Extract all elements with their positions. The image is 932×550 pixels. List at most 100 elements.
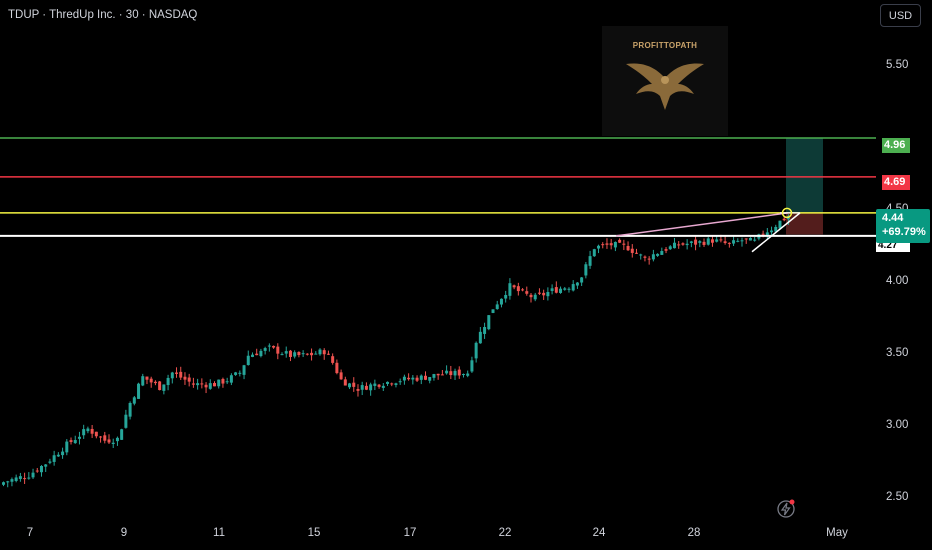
candle-body — [31, 472, 35, 478]
candle-body — [744, 238, 748, 240]
candle-body — [343, 379, 347, 386]
candle-body — [326, 353, 330, 355]
symbol-title: TDUP · ThredUp Inc. · 30 · NASDAQ — [8, 9, 198, 21]
candle-body — [44, 464, 48, 467]
upper-trendline — [615, 212, 789, 237]
candle-body — [10, 479, 14, 482]
candle-body — [613, 241, 617, 248]
candle-body — [158, 381, 162, 391]
candle-body — [453, 370, 457, 376]
candle-body — [301, 353, 305, 355]
x-tick-label: 17 — [403, 527, 417, 539]
candle-body — [318, 349, 322, 355]
x-tick-label: 15 — [307, 527, 321, 539]
candle-body — [563, 288, 567, 290]
candle-body — [238, 372, 242, 374]
candle-body — [23, 478, 27, 480]
support-price-tag: 4.27 — [876, 240, 910, 252]
target-price-tag: 4.96 — [882, 138, 910, 153]
candle-body — [322, 350, 326, 355]
candle-body — [533, 294, 537, 300]
candle-body — [369, 384, 373, 391]
y-tick-label: 5.50 — [886, 59, 909, 71]
candle-body — [132, 397, 136, 404]
candle-body — [592, 249, 596, 257]
profit-zone — [786, 138, 823, 213]
candle-body — [521, 289, 525, 291]
candle-body — [288, 350, 292, 357]
y-tick-label: 4.00 — [886, 275, 909, 287]
candle-body — [609, 243, 613, 246]
candle-body — [428, 377, 432, 381]
lightning-icon[interactable] — [776, 499, 796, 519]
candle-body — [470, 360, 474, 372]
profittopath-logo: PROFITTOPATH — [602, 26, 728, 136]
candle-body — [187, 377, 191, 382]
candle-body — [630, 248, 634, 253]
candle-body — [394, 383, 398, 385]
candle-body — [103, 435, 107, 441]
candle-body — [440, 374, 444, 376]
candle-body — [601, 244, 605, 246]
candle-body — [99, 436, 103, 438]
candle-body — [242, 365, 246, 375]
candle-body — [250, 354, 254, 357]
candle-body — [56, 454, 60, 457]
candle-body — [529, 294, 533, 298]
candle-body — [267, 345, 271, 347]
candle-body — [457, 369, 461, 376]
candle-body — [360, 385, 364, 390]
candle-body — [622, 243, 626, 245]
candle-body — [82, 429, 86, 436]
candle-body — [546, 292, 550, 297]
candle-body — [656, 253, 660, 256]
candle-body — [512, 285, 516, 288]
candle-body — [170, 372, 174, 379]
x-tick-label: 7 — [26, 527, 34, 539]
candle-body — [128, 403, 132, 417]
candle-body — [200, 383, 204, 385]
candle-body — [348, 383, 352, 388]
candle-body — [723, 241, 727, 244]
candle-body — [419, 375, 423, 380]
candle-body — [280, 354, 284, 356]
candle-body — [35, 470, 39, 472]
candle-body — [381, 385, 385, 388]
candle-body — [647, 258, 651, 260]
x-tick-label: 24 — [592, 527, 606, 539]
candle-body — [179, 371, 183, 378]
candle-body — [293, 352, 297, 357]
candle-body — [297, 351, 301, 356]
candle-body — [221, 378, 225, 384]
candle-body — [415, 377, 419, 381]
candle-body — [18, 476, 22, 479]
candle-body — [204, 384, 208, 388]
candle-body — [191, 383, 195, 385]
candle-body — [635, 252, 638, 254]
candle-body — [373, 383, 377, 386]
candle-body — [411, 377, 415, 380]
loss-zone — [786, 212, 823, 235]
candle-body — [137, 383, 141, 399]
candle-body — [124, 414, 128, 428]
candle-body — [495, 304, 499, 310]
candle-body — [310, 352, 314, 356]
candle-body — [736, 240, 740, 242]
candle-body — [364, 385, 368, 390]
candles-group — [2, 214, 790, 488]
price-levels — [0, 137, 876, 237]
candle-body — [782, 218, 786, 221]
currency-button[interactable]: USD — [880, 4, 921, 27]
candle-body — [677, 244, 681, 246]
candle-body — [339, 372, 343, 380]
candle-body — [390, 383, 394, 385]
candle-body — [702, 241, 706, 245]
candle-body — [213, 383, 216, 387]
candle-body — [141, 376, 145, 386]
candle-body — [483, 327, 487, 334]
candle-body — [580, 277, 584, 283]
logo-text: PROFITTOPATH — [632, 41, 698, 50]
candle-body — [208, 383, 212, 389]
candle-body — [516, 286, 520, 292]
